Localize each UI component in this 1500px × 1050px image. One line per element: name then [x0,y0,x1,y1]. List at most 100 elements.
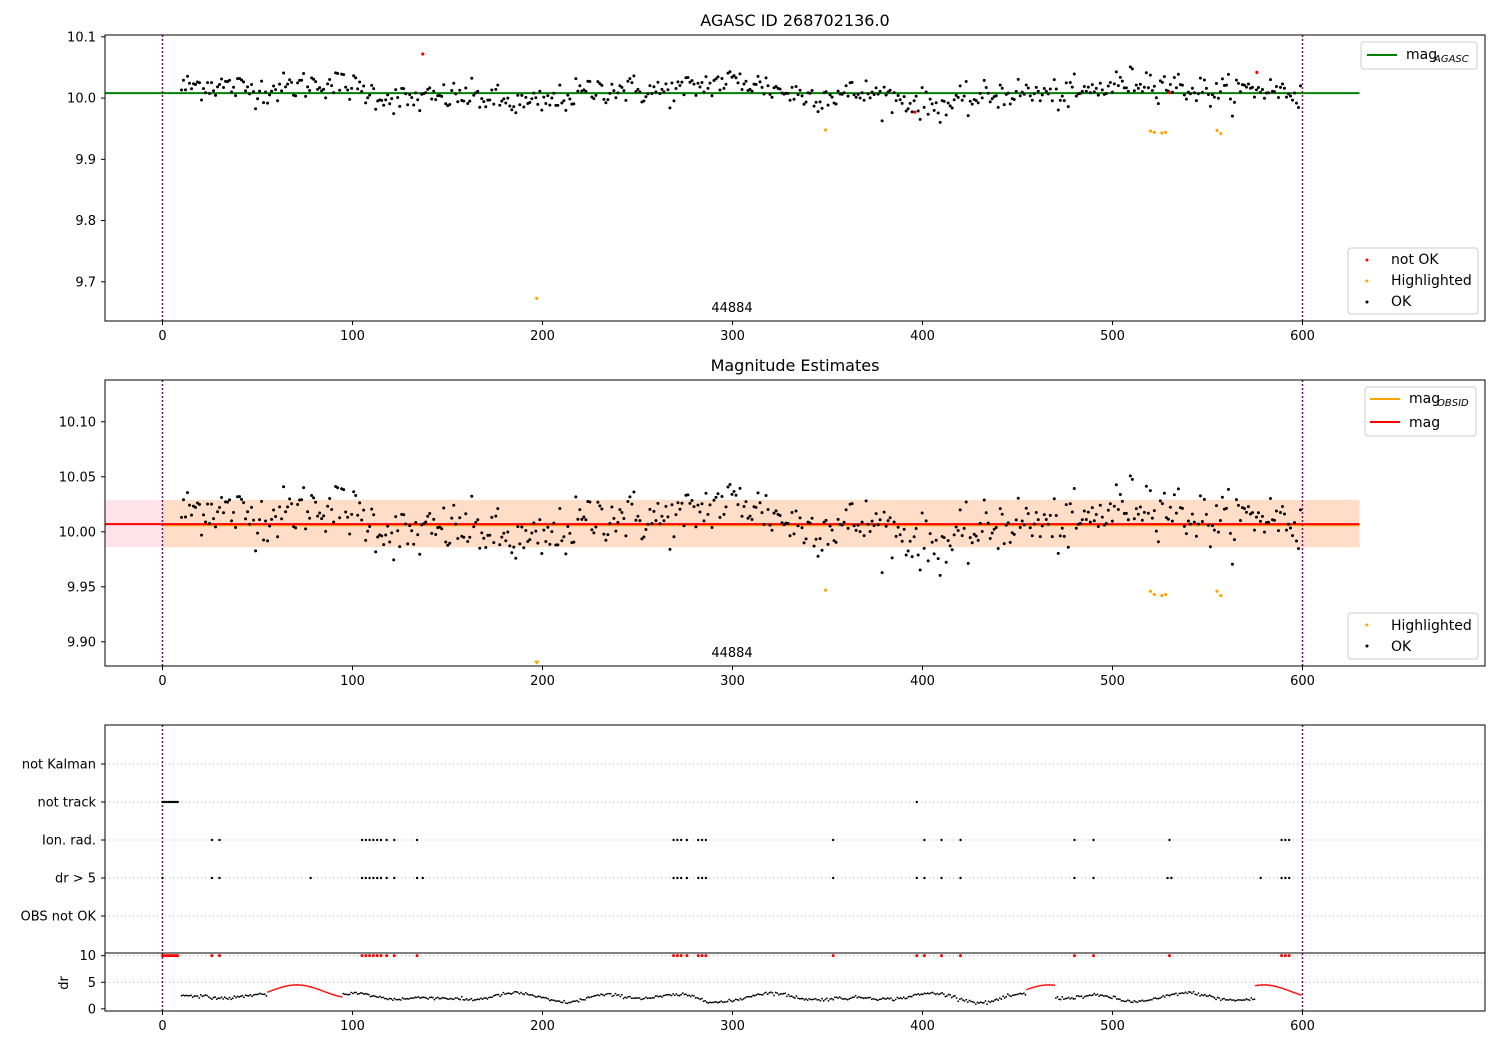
ok-point [814,100,818,104]
dr-flagged-point [1048,984,1051,986]
ok-point [1246,505,1250,509]
ok-point [1184,97,1188,101]
ok-point [596,500,600,504]
ok-point [572,540,576,544]
dr-point [838,996,841,998]
dr-point [488,996,490,999]
dr-point [244,994,247,997]
ok-point [894,534,898,538]
ok-point [270,517,274,521]
ok-point [736,81,740,85]
dr-point [464,999,466,1001]
flag-point [1073,838,1076,842]
dr-point [1141,999,1144,1002]
ok-point [720,76,724,80]
ok-point [656,501,660,505]
ok-point [1086,510,1090,514]
dr-point [769,991,772,994]
ok-point [896,94,900,98]
ok-point [842,91,846,95]
dr-point [963,1000,966,1002]
dr-point [403,997,405,1000]
ok-point [306,510,310,514]
ok-point [982,78,986,82]
dr-point [585,997,588,999]
ok-point [1190,512,1194,516]
dr-point [367,993,370,996]
ok-point [544,539,548,543]
ok-point [428,512,432,516]
ok-point [998,83,1002,87]
dr-point [777,993,780,996]
flag-point [210,838,214,842]
ok-point [1094,512,1098,516]
ok-point [964,80,968,84]
dr-point [1128,999,1131,1002]
ok-point [1118,493,1122,497]
ok-point [576,89,580,93]
ok-point [1124,86,1128,90]
ok-point [666,515,670,519]
ok-point [1226,487,1230,491]
ok-point [702,90,706,94]
dr-point [462,998,465,1001]
ok-point [1150,516,1154,520]
dr-point [986,1003,988,1006]
ok-point [186,74,190,78]
ok-point [1244,510,1248,514]
dr-point [454,997,457,999]
ok-point [888,516,892,520]
dr-point [416,996,418,999]
ok-point [552,521,556,525]
ok-point [546,94,550,98]
dr-point [206,994,209,997]
dr-point [813,998,815,1001]
dr-point [456,997,458,999]
ok-point [950,548,954,552]
ok-point [576,517,580,521]
ok-point [402,87,406,91]
flag-point [704,838,708,842]
ok-point [476,518,480,522]
dr-point [476,998,479,1001]
dr-flagged-point [295,984,298,986]
highlighted-point [1148,589,1153,593]
ok-point [1268,78,1272,82]
dr-point [1151,998,1153,1001]
dr-clipped-point [922,954,926,958]
dr-point [515,990,518,993]
dr-point [737,999,740,1002]
ok-point [984,85,988,89]
ok-point [1068,80,1072,84]
dr-point [191,996,194,999]
ok-point [898,98,902,102]
dr-point [677,994,679,997]
ok-point [310,494,314,498]
ok-point [368,525,372,529]
ok-point [1128,65,1132,69]
dr-point [612,994,615,997]
dr-point [1072,998,1075,1000]
dr-point [598,994,601,997]
dr-point [910,995,913,998]
ok-point [608,91,612,95]
dr-point [1175,992,1177,995]
dr-flagged-point [300,984,303,987]
ok-point [1228,531,1232,535]
ok-point [564,552,568,556]
flag-point [385,876,388,880]
dr-point [840,997,843,1000]
dr-point [893,999,896,1002]
ok-point [1288,94,1292,98]
ok-point [230,90,234,94]
dr-clipped-point [375,954,379,958]
dr-flagged-point [1266,984,1269,986]
ok-point [952,98,956,102]
ok-point [440,527,444,531]
ok-point [408,524,412,528]
ok-point [938,573,942,577]
dr-point [255,993,258,996]
ok-point [336,72,340,76]
ok-point [952,533,956,537]
dr-flagged-point [1263,984,1265,986]
